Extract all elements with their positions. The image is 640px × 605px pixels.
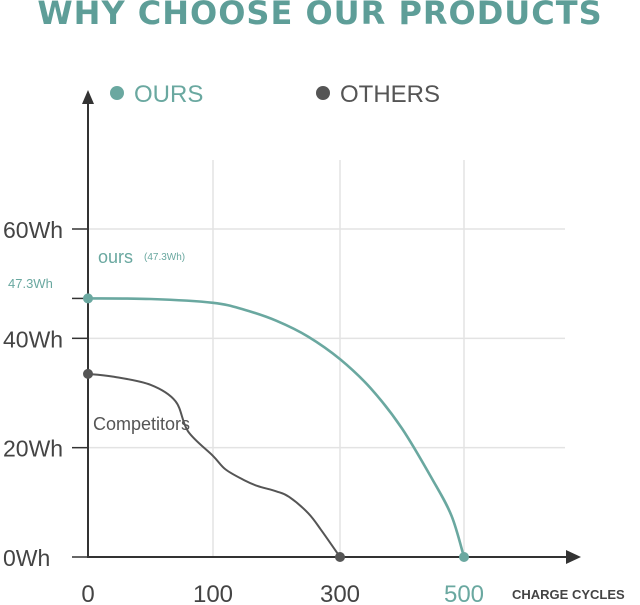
tick-labels: 0Wh 20Wh 40Wh 60Wh 0 100 300 500 CHARGE CYCLES [3,217,625,605]
annotations: ours (47.3Wh) 47.3Wh Competitors [8,247,190,434]
legend-others-label: OTHERS [340,81,440,108]
series-line-ours [87,297,466,558]
competitors-curve-label: Competitors [93,414,190,434]
start-value-label: 47.3Wh [8,276,53,291]
series-line-others [87,372,341,558]
legend-ours-marker [110,86,124,100]
y-tick-label: 40Wh [3,326,63,352]
grid [88,160,565,557]
y-axis-arrow [82,90,94,104]
legend-others-marker [316,86,330,100]
x-axis-arrow [566,550,581,564]
axes [82,90,581,564]
legend-ours-label: OURS [134,81,203,108]
x-tick-label: 500 [444,581,484,605]
y-tick-label: 0Wh [3,545,50,571]
x-tick-label: 100 [193,581,233,605]
series-start-point-others [83,368,93,379]
ours-curve-value: (47.3Wh) [144,252,185,263]
series-start-point-ours [83,293,93,304]
chart-title: WHY CHOOSE OUR PRODUCTS [37,0,603,32]
y-tick-label: 20Wh [3,436,63,462]
series-end-point-ours [459,552,469,562]
x-tick-label: 300 [320,581,360,605]
y-tick-label: 60Wh [3,217,63,243]
ours-curve-label: ours [98,247,133,267]
x-axis-label: CHARGE CYCLES [512,587,625,602]
legend: OURS OTHERS [110,81,440,108]
x-tick-label: 0 [81,581,94,605]
series-lines [83,293,469,562]
series-end-point-others [335,552,345,562]
